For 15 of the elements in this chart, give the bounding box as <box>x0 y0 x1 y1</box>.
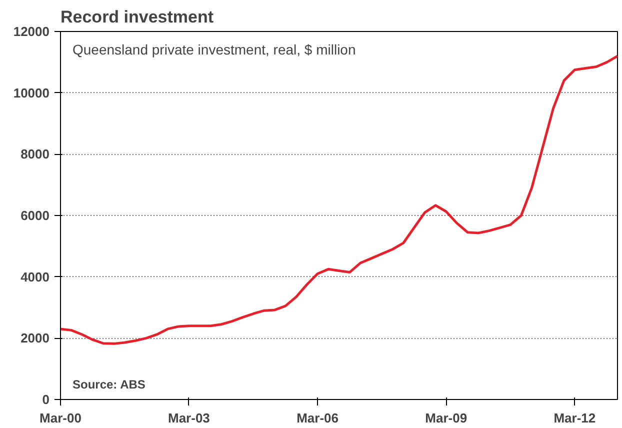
annotation: Source: ABS <box>72 378 146 392</box>
x-tick-label: Mar-12 <box>554 410 596 426</box>
y-tick-label: 8000 <box>20 146 50 162</box>
y-tick-label: 6000 <box>20 208 50 223</box>
x-tick-label: Mar-00 <box>40 410 82 426</box>
x-tick-label: Mar-06 <box>296 410 338 426</box>
y-tick-label: 4000 <box>20 269 50 284</box>
y-tick-label: 10000 <box>13 85 50 100</box>
annotation: Queensland private investment, real, $ million <box>72 42 356 58</box>
chart-title: Record investment <box>60 8 214 26</box>
x-tick-label: Mar-09 <box>425 410 468 426</box>
y-tick-label: 2000 <box>20 330 50 346</box>
y-tick-label: 0 <box>42 392 50 407</box>
y-tick-label: 12000 <box>13 24 50 39</box>
x-tick-label: Mar-03 <box>168 410 210 426</box>
